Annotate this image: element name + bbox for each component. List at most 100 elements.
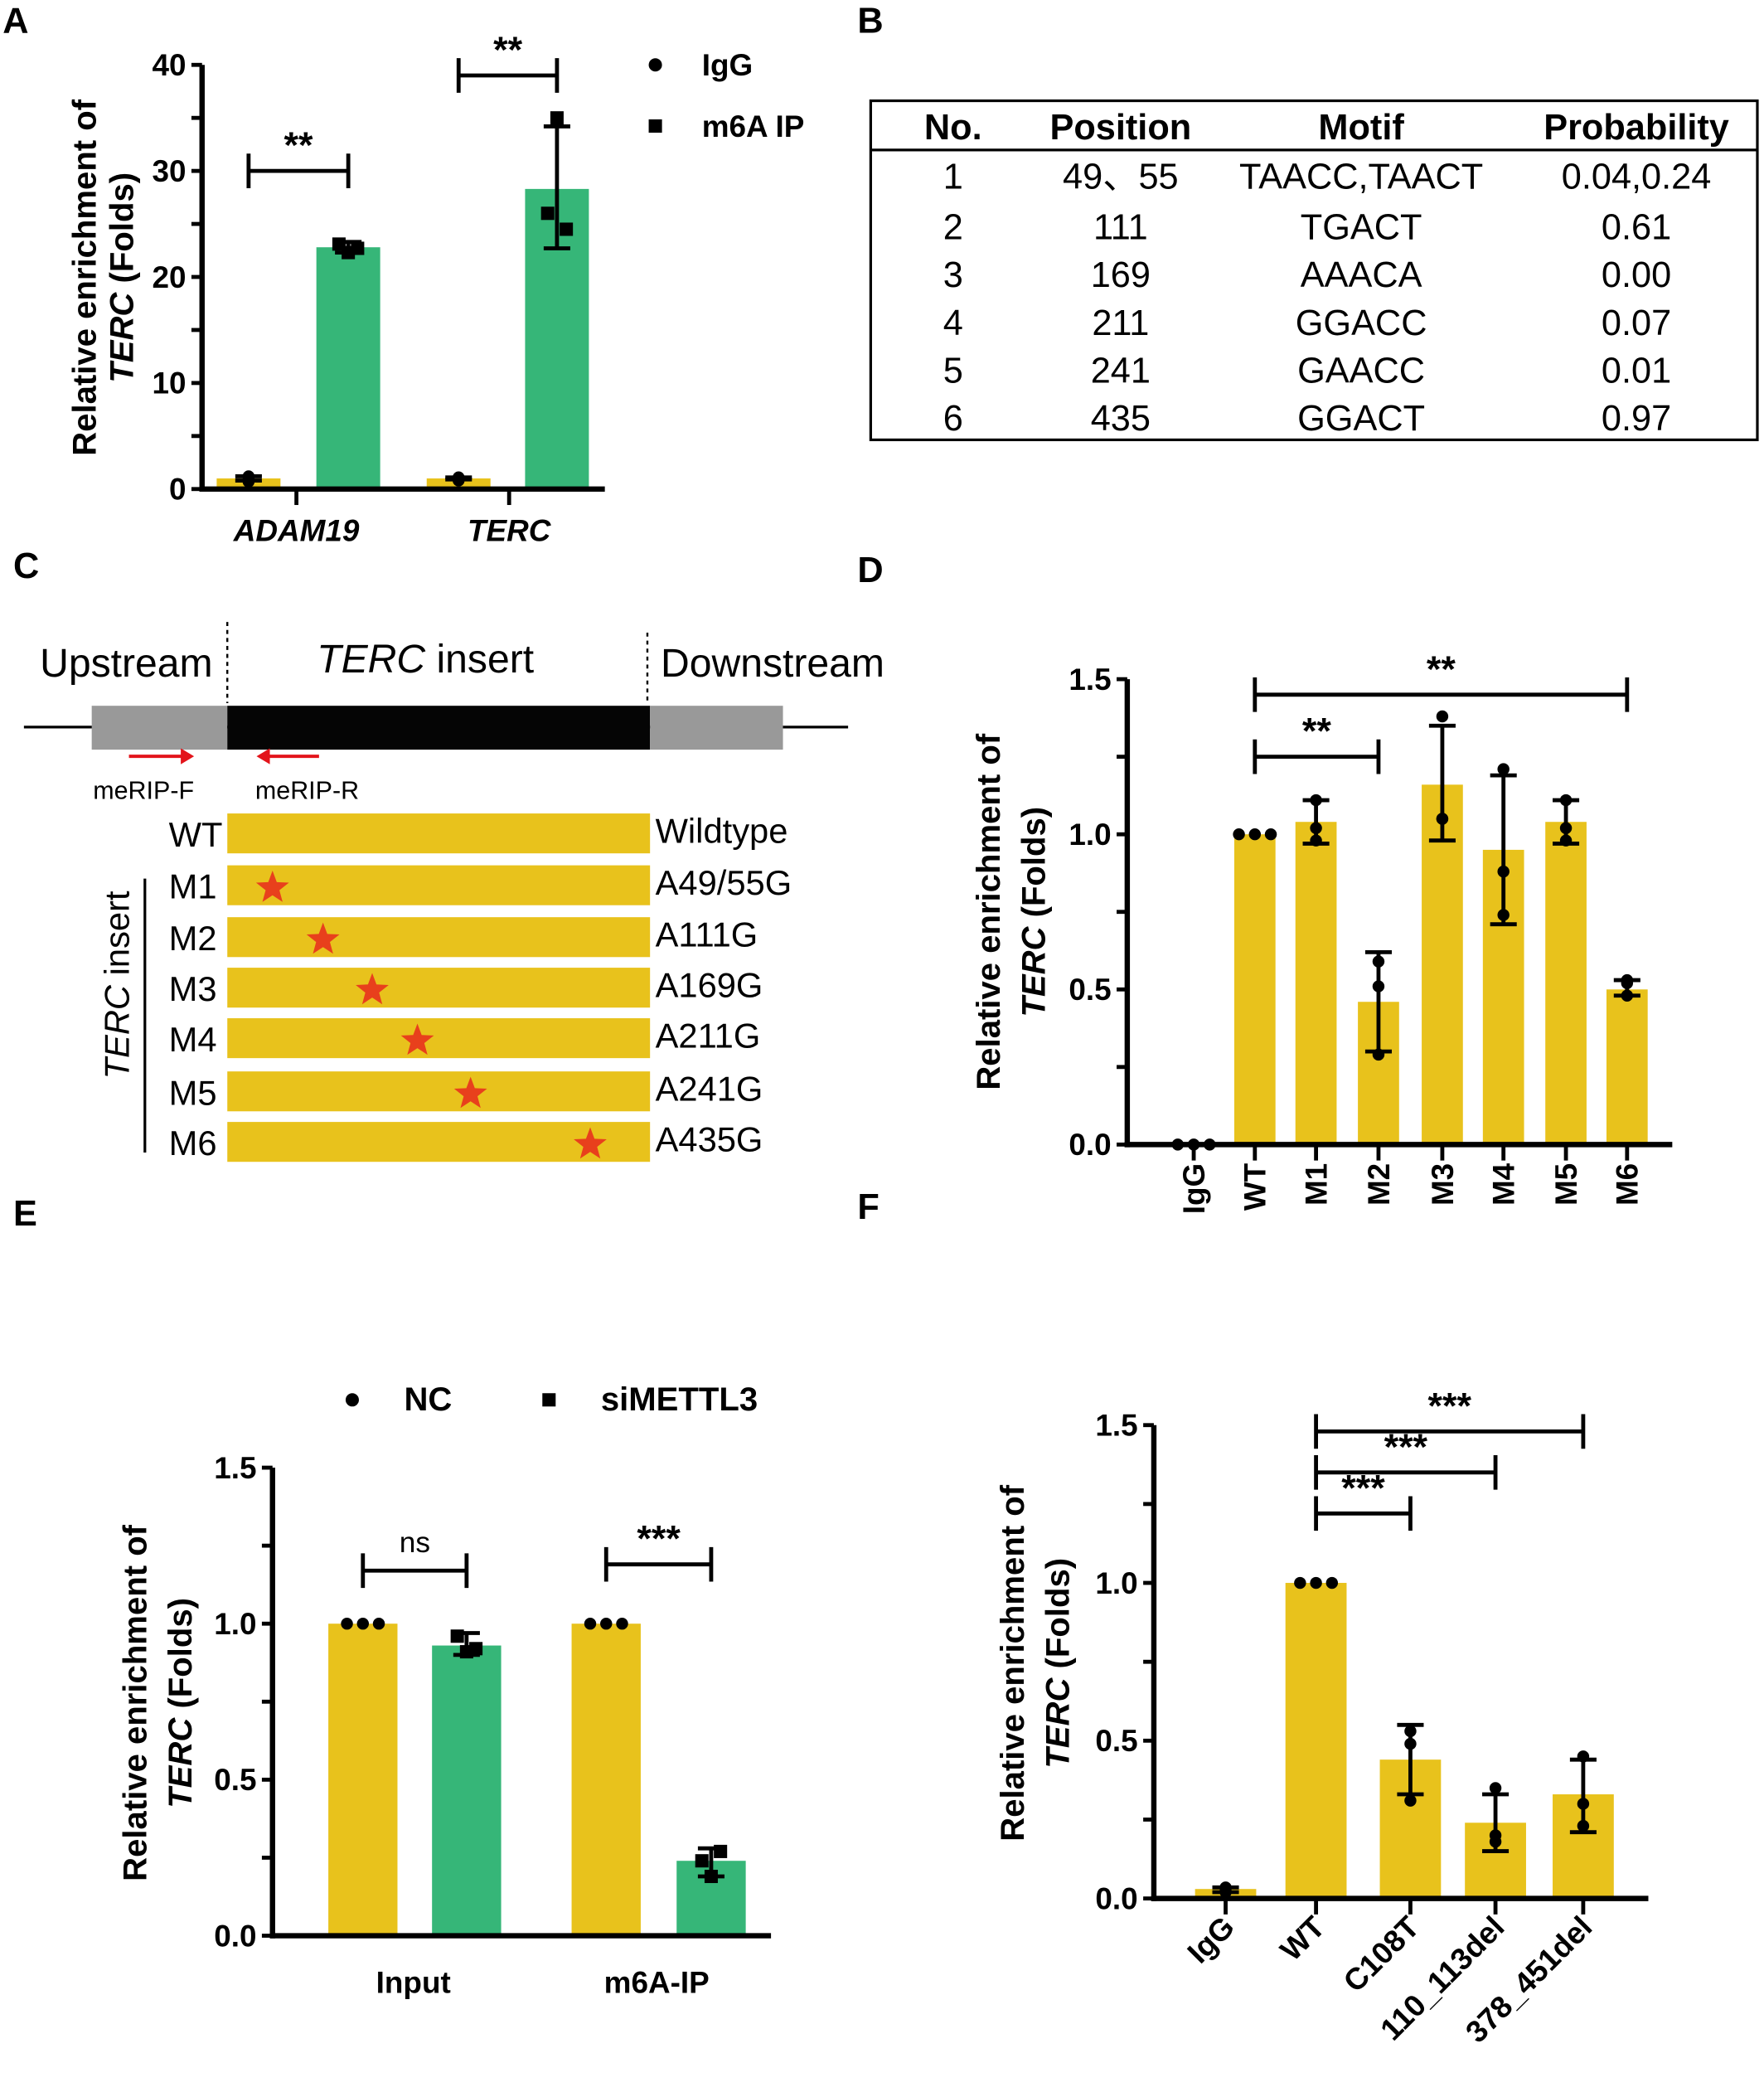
- x-tick-label: M3: [1426, 1163, 1460, 1206]
- construct-row: M5 A241G: [169, 1069, 763, 1112]
- x-tick-label: M6: [1611, 1163, 1645, 1206]
- data-point: [1233, 828, 1245, 841]
- data-point: [714, 1844, 728, 1858]
- data-point: [600, 1617, 613, 1630]
- y-tick-label: 1.0: [1069, 818, 1111, 852]
- legend-label: siMETTL3: [601, 1381, 758, 1418]
- primer-forward-arrow: [128, 748, 195, 764]
- bar-M6: [1606, 989, 1648, 1145]
- construct-mutation: Wildtype: [656, 811, 788, 850]
- insert-region: [227, 706, 651, 750]
- x-tick-label: WT: [1274, 1910, 1332, 1968]
- data-point: [1621, 977, 1634, 990]
- data-point: [341, 1617, 353, 1630]
- panel-label-e: E: [13, 1194, 37, 1234]
- x-tick-label: m6A-IP: [604, 1965, 710, 1999]
- significance-label: **: [1302, 710, 1331, 752]
- y-axis-label-line2: TERC (Folds): [1015, 807, 1052, 1017]
- y-tick-label: 0.5: [1095, 1724, 1137, 1758]
- y-axis-label-rest: (Folds): [1040, 1558, 1076, 1678]
- y-tick-label: 0.0: [1069, 1128, 1111, 1162]
- table-border: [869, 99, 1759, 442]
- data-point: [1497, 909, 1510, 921]
- construct-name: M2: [169, 919, 217, 958]
- y-tick-label: 0.0: [214, 1919, 256, 1953]
- data-point: [1497, 763, 1510, 775]
- table-cell: 111: [1093, 207, 1148, 247]
- legend-circle-icon: [345, 1393, 359, 1407]
- mutation-star-icon: [306, 922, 340, 954]
- table-cell: 4: [943, 303, 963, 343]
- data-point: [1219, 1884, 1232, 1897]
- y-tick-label: 10: [152, 366, 186, 400]
- data-point: [1577, 1798, 1590, 1810]
- data-point: [1577, 1819, 1590, 1832]
- construct-name: M5: [169, 1073, 217, 1112]
- bar-m6A-IP-NC: [571, 1623, 641, 1936]
- data-point: [1577, 1750, 1590, 1763]
- bar-ADAM19-m6A IP: [316, 247, 380, 489]
- upstream-label: Upstream: [40, 641, 212, 686]
- data-point: [332, 237, 346, 251]
- mutation-star-icon: [400, 1023, 434, 1056]
- construct-mutation: A49/55G: [656, 863, 792, 902]
- motif-table: No. Position Motif Probability 1 49、55 TAACC,T…: [869, 99, 1759, 442]
- table-cell: GGACC: [1296, 303, 1427, 343]
- y-axis-label-line2: TERC (Folds): [1040, 1558, 1076, 1769]
- data-point: [356, 1617, 370, 1630]
- table-cell: 0.07: [1602, 303, 1671, 343]
- primer-reverse-label: meRIP-R: [255, 776, 359, 804]
- construct-name: M4: [169, 1020, 217, 1059]
- y-axis-label-rest: (Folds): [162, 1598, 199, 1718]
- y-tick-label: 1.5: [1069, 663, 1111, 696]
- mutation-star-icon: [574, 1127, 607, 1159]
- y-tick-label: 1.5: [214, 1451, 256, 1485]
- data-point: [1436, 813, 1449, 825]
- data-point: [550, 111, 564, 125]
- y-tick-label: 0.5: [1069, 973, 1111, 1007]
- x-tick-label: TERC: [468, 513, 552, 547]
- table-cell: 0.61: [1602, 207, 1671, 247]
- panel-label-b: B: [857, 2, 883, 41]
- construct-rows: WT Wildtype M1 A49/55G M2 A111G M3 A169G M4 A211G…: [169, 811, 792, 1162]
- table-row: 4 211 GGACC 0.07: [943, 303, 1671, 343]
- significance-bracket: **: [456, 28, 560, 93]
- data-point: [450, 1629, 464, 1643]
- construct-diagram: Upstream TERC insert Downstream meRIP-F …: [23, 622, 884, 1162]
- table-cell: 241: [1091, 352, 1151, 391]
- construct-bar: [227, 813, 651, 854]
- data-point: [584, 1617, 597, 1630]
- downstream-label: Downstream: [661, 641, 884, 686]
- data-point: [1436, 710, 1449, 723]
- significance-label: ***: [1428, 1384, 1472, 1426]
- y-tick-label: 40: [152, 48, 186, 82]
- construct-name: M1: [169, 867, 217, 906]
- upstream-region: [91, 706, 228, 750]
- bar-WT: [1233, 834, 1276, 1145]
- y-axis-label-line1: Relative enrichment of: [66, 99, 103, 455]
- significance-bracket: ns: [361, 1526, 469, 1589]
- x-tick-label: Input: [376, 1965, 451, 1999]
- table-cell: 49、55: [1063, 157, 1179, 197]
- table-row: 5 241 GAACC 0.01: [943, 352, 1671, 391]
- legend-label: NC: [404, 1381, 452, 1418]
- table-row: 1 49、55 TAACC,TAACT 0.04,0.24: [943, 157, 1712, 197]
- x-tick-label: IgG: [1181, 1910, 1241, 1969]
- construct-mutation: A211G: [656, 1016, 761, 1055]
- y-axis-label-rest: (Folds): [1015, 807, 1052, 927]
- legend-item: NC: [345, 1381, 452, 1418]
- panel-label-a: A: [2, 2, 28, 41]
- data-point: [453, 471, 465, 483]
- construct-mutation: A111G: [656, 915, 758, 954]
- bracket-line: [456, 58, 560, 93]
- y-tick-label: 20: [152, 260, 186, 294]
- mutation-star-icon: [453, 1076, 487, 1109]
- y-axis-label-italic: TERC: [162, 1717, 199, 1808]
- y-axis-label-italic: TERC: [104, 292, 140, 383]
- panel-label-f: F: [857, 1187, 879, 1227]
- y-tick-label: 0: [169, 473, 187, 507]
- significance-label: **: [1427, 648, 1456, 690]
- y-axis-label-italic: TERC: [1040, 1677, 1076, 1769]
